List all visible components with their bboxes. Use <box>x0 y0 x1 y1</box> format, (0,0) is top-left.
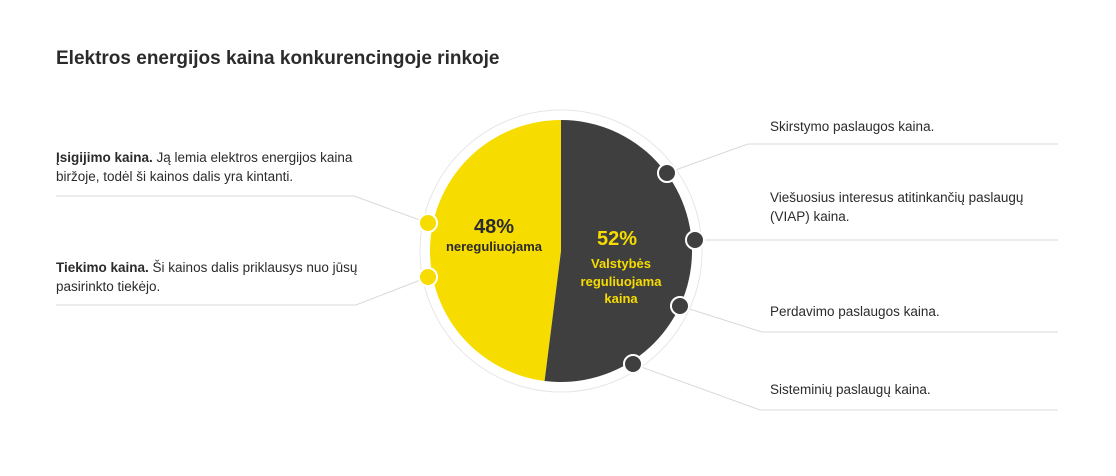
right-item-sisteminiu: Sisteminių paslaugų kaina. <box>770 382 931 397</box>
marker-perdavimo <box>670 296 690 316</box>
left-line-1 <box>56 195 429 224</box>
left-item-text: Ją lemia elektros energijos kaina biržoj… <box>56 150 353 184</box>
pie-slice-nereguliuojama <box>429 120 561 381</box>
slice-label-1-line-0: Valstybės <box>591 256 651 271</box>
left-item-isigijimo: Įsigijimo kaina. Ją lemia elektros energ… <box>56 148 376 186</box>
right-item-viap: Viešuosius interesus atitinkančių paslau… <box>770 190 1024 224</box>
marker-sisteminiu <box>623 354 643 374</box>
slice-label-0-line-0: nereguliuojama <box>446 239 543 254</box>
left-item-tiekimo: Tiekimo kaina. Ši kainos dalis priklausy… <box>56 258 366 296</box>
marker-viap <box>685 230 705 250</box>
slice-value-label-1: 52% <box>597 228 637 250</box>
pie-slice-reguliuojama <box>544 120 692 382</box>
right-item-skirstymo: Skirstymo paslaugos kaina. <box>770 119 935 134</box>
slice-value-label-0: 48% <box>474 216 514 238</box>
right-line-1 <box>666 143 1058 174</box>
connector-lines <box>56 143 1058 411</box>
marker-skirstymo <box>657 163 677 183</box>
marker-isigijimo <box>418 213 438 233</box>
slice-label-1-line-2: kaina <box>604 291 638 306</box>
slice-markers <box>418 163 705 374</box>
chart-title: Elektros energijos kaina konkurencingoje… <box>56 48 500 69</box>
left-item-term: Įsigijimo kaina. <box>56 150 153 165</box>
right-item-perdavimo: Perdavimo paslaugos kaina. <box>770 304 940 319</box>
pie-outer-ring <box>419 109 703 393</box>
left-item-text: Ši kainos dalis priklausys nuo jūsų pasi… <box>56 260 358 294</box>
left-item-term: Tiekimo kaina. <box>56 260 149 275</box>
left-line-2 <box>56 276 429 306</box>
marker-tiekimo <box>418 267 438 287</box>
slice-label-1-line-1: reguliuojama <box>581 274 663 289</box>
right-line-3 <box>679 305 1058 333</box>
right-line-4 <box>632 363 1058 411</box>
